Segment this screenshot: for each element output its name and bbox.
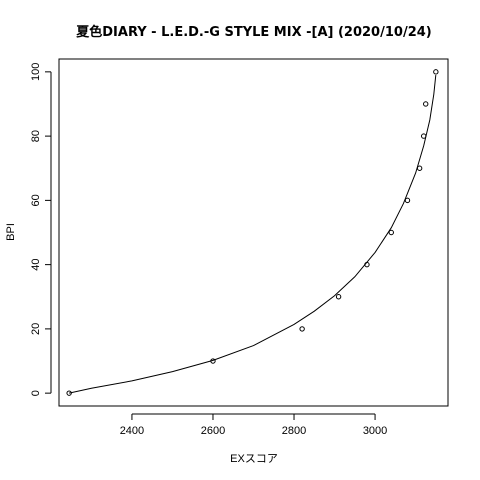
y-axis-label: BPI <box>5 223 17 241</box>
y-tick-label: 20 <box>30 323 42 335</box>
data-point <box>299 326 305 332</box>
y-tick-label: 100 <box>30 63 42 81</box>
y-tick-label: 60 <box>30 194 42 206</box>
x-axis-label: EXスコア <box>230 453 278 465</box>
plot-frame <box>58 58 449 407</box>
y-axis: 0 20 40 60 80 100 <box>30 63 52 396</box>
chart-title: 夏色DIARY - L.E.D.-G STYLE MIX -[A] (2020/… <box>75 24 431 40</box>
y-tick-label: 80 <box>30 130 42 142</box>
x-tick-label: 2400 <box>120 425 144 437</box>
data-point <box>388 229 394 236</box>
data-point <box>404 197 411 204</box>
data-point <box>66 390 72 396</box>
x-tick-label: 3000 <box>363 425 387 437</box>
data-point <box>423 101 429 107</box>
data-point <box>433 69 439 75</box>
x-tick-label: 2800 <box>282 425 306 437</box>
data-point <box>335 294 342 300</box>
data-point <box>420 133 427 139</box>
data-point <box>210 358 216 364</box>
y-tick-label: 40 <box>30 259 42 271</box>
y-tick-label: 0 <box>30 390 42 396</box>
data-points <box>66 69 439 396</box>
x-axis: 2400 2600 2800 3000 <box>120 413 387 437</box>
x-tick-label: 2600 <box>201 425 225 437</box>
data-point <box>364 261 370 268</box>
fit-curve <box>68 75 437 394</box>
data-point <box>416 165 423 171</box>
